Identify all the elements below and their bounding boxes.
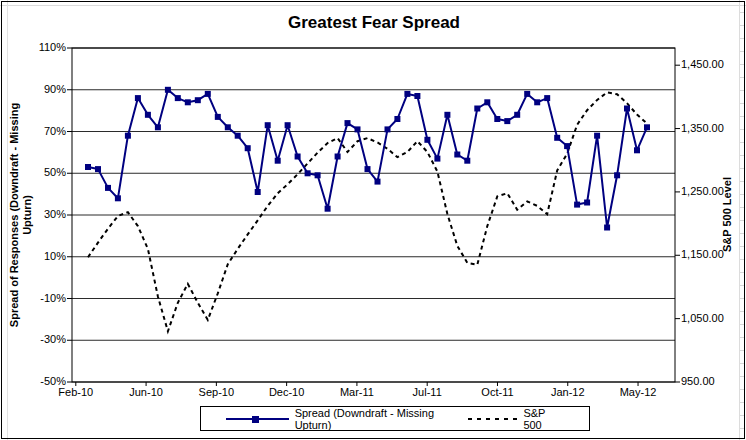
legend-sp500-sample-icon <box>467 414 517 424</box>
right-axis-tick-label: 1,050.00 <box>681 313 743 324</box>
right-axis-tick-label: 950.00 <box>681 376 743 387</box>
legend-spread-sample-icon <box>225 414 289 424</box>
x-axis-tick-label: Dec-10 <box>259 386 315 398</box>
legend-sp500-label: S&P 500 <box>523 407 565 431</box>
right-axis-tick-label: 1,350.00 <box>681 123 743 134</box>
legend: Spread (Downdraft - Missing Upturn) S&P … <box>200 406 590 431</box>
x-axis-tick-label: Jul-11 <box>399 386 455 398</box>
right-axis-tick-label: 1,450.00 <box>681 59 743 70</box>
legend-item-spread: Spread (Downdraft - Missing Upturn) <box>225 407 467 431</box>
x-axis-tick-label: Jun-10 <box>118 386 174 398</box>
x-axis-tick-label: Oct-11 <box>469 386 525 398</box>
legend-spread-label: Spread (Downdraft - Missing Upturn) <box>295 407 468 431</box>
chart-container: Greatest Fear Spread 110%90%70%50%30%10%… <box>0 0 746 440</box>
x-axis-tick-label: Feb-10 <box>48 386 104 398</box>
left-axis-title: Spread of Responses (Downdraft - Missing… <box>8 89 34 341</box>
right-axis-tick-label: 1,250.00 <box>681 186 743 197</box>
legend-item-sp500: S&P 500 <box>467 407 565 431</box>
right-axis-tick-label: 1,150.00 <box>681 249 743 260</box>
x-axis-tick-label: Sep-10 <box>188 386 244 398</box>
right-axis-title: S&P 500 Level <box>721 135 734 295</box>
plot-area <box>0 0 746 440</box>
x-axis-tick-label: Mar-11 <box>329 386 385 398</box>
left-axis-tick-label: 110% <box>20 42 66 53</box>
x-axis-tick-label: May-12 <box>610 386 666 398</box>
x-axis-tick-label: Jan-12 <box>540 386 596 398</box>
